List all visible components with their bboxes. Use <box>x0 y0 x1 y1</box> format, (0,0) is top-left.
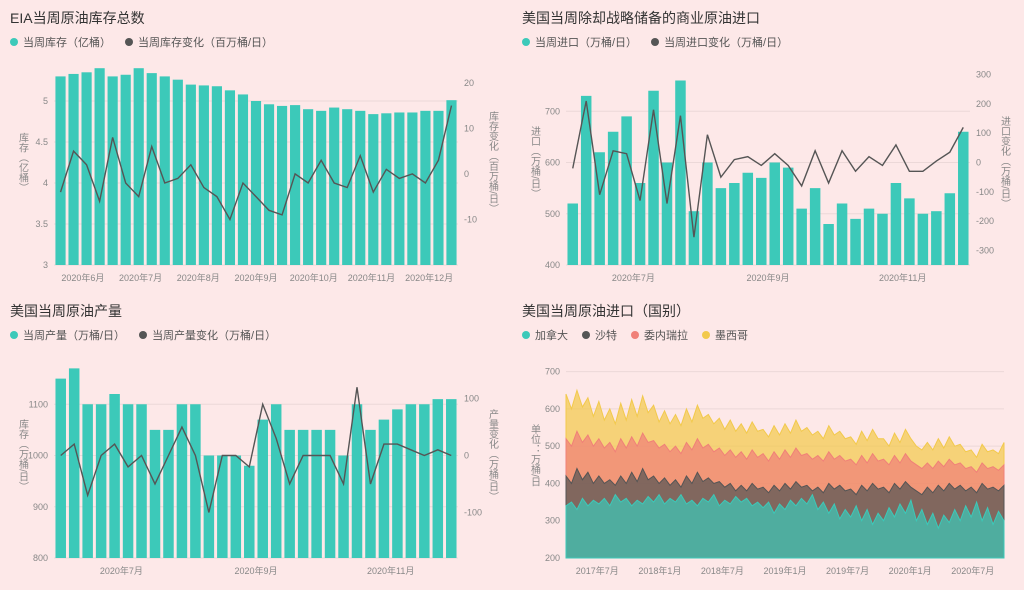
svg-text:900: 900 <box>33 502 48 512</box>
svg-text:100: 100 <box>464 394 479 404</box>
svg-text:2020年9月: 2020年9月 <box>234 565 277 576</box>
svg-text:产量变化（万桶/日）: 产量变化（万桶/日） <box>487 408 499 502</box>
legend-bar: 当周产量（万桶/日） <box>10 327 125 343</box>
svg-text:4: 4 <box>43 178 48 188</box>
svg-text:20: 20 <box>464 78 474 88</box>
svg-text:单位：万桶/日: 单位：万桶/日 <box>529 424 541 487</box>
svg-text:-300: -300 <box>976 245 994 255</box>
dot-venezuela-icon <box>631 331 639 339</box>
legend-line: 当周产量变化（万桶/日） <box>139 327 276 343</box>
legend-bar: 当周进口（万桶/日） <box>522 34 637 50</box>
svg-text:进口变化（万桶/日）: 进口变化（万桶/日） <box>999 116 1011 209</box>
svg-text:2020年11月: 2020年11月 <box>367 565 414 576</box>
svg-text:0: 0 <box>464 451 469 461</box>
svg-text:400: 400 <box>545 478 560 488</box>
legend-line: 当周库存变化（百万桶/日） <box>125 34 273 50</box>
dot-mexico-icon <box>702 331 710 339</box>
svg-text:2020年9月: 2020年9月 <box>746 272 789 283</box>
svg-text:1000: 1000 <box>28 451 48 461</box>
svg-text:库存（亿桶）: 库存（亿桶） <box>17 131 29 192</box>
chart1-plot: 3 3.5 4 4.5 5 -10 0 10 20 2020年6月 2020年7月 2020年8月 20… <box>10 52 502 289</box>
legend-bar: 当周库存（亿桶） <box>10 34 111 50</box>
svg-text:库存变化（百万桶/日）: 库存变化（百万桶/日） <box>487 110 499 214</box>
svg-text:2017年7月: 2017年7月 <box>576 565 619 576</box>
svg-text:库存（万桶/日）: 库存（万桶/日） <box>17 418 29 492</box>
svg-text:5: 5 <box>43 96 48 106</box>
chart3-title: 美国当周原油产量 <box>10 301 502 321</box>
legend-saudi: 沙特 <box>582 327 617 343</box>
svg-text:2019年7月: 2019年7月 <box>826 565 869 576</box>
chart4-plot: 200 300 400 500 600 700 2017年7月 2018年1月 2018年7月 2… <box>522 345 1014 582</box>
legend-canada: 加拿大 <box>522 327 568 343</box>
chart2-legend: 当周进口（万桶/日） 当周进口变化（万桶/日） <box>522 34 1014 50</box>
panel-eia-stock: EIA当周原油库存总数 当周库存（亿桶） 当周库存变化（百万桶/日） 3 3.5 4… <box>10 8 502 289</box>
legend-venezuela: 委内瑞拉 <box>631 327 688 343</box>
legend-line: 当周进口变化（万桶/日） <box>651 34 788 50</box>
svg-text:2020年11月: 2020年11月 <box>879 272 926 283</box>
svg-text:2020年1月: 2020年1月 <box>889 565 932 576</box>
svg-text:2020年12月: 2020年12月 <box>405 272 453 283</box>
dot-line-icon <box>651 38 659 46</box>
svg-text:600: 600 <box>545 158 560 168</box>
svg-text:300: 300 <box>545 516 560 526</box>
svg-text:800: 800 <box>33 553 48 563</box>
panel-import: 美国当周除却战略储备的商业原油进口 当周进口（万桶/日） 当周进口变化（万桶/日… <box>522 8 1014 289</box>
chart2-title: 美国当周除却战略储备的商业原油进口 <box>522 8 1014 28</box>
svg-text:500: 500 <box>545 209 560 219</box>
dot-bar-icon <box>522 38 530 46</box>
svg-text:进口（万桶/日）: 进口（万桶/日） <box>529 126 541 199</box>
chart2-plot: 400 500 600 700 -300 -200 -100 0 100 200 300 2020年7… <box>522 52 1014 289</box>
svg-text:4.5: 4.5 <box>35 137 48 147</box>
chart1-title: EIA当周原油库存总数 <box>10 8 502 28</box>
svg-text:2020年7月: 2020年7月 <box>612 272 655 283</box>
chart4-title: 美国当周原油进口（国别） <box>522 301 1014 321</box>
svg-text:2020年11月: 2020年11月 <box>348 272 395 283</box>
chart4-legend: 加拿大 沙特 委内瑞拉 墨西哥 <box>522 327 1014 343</box>
svg-text:400: 400 <box>545 260 560 270</box>
svg-text:10: 10 <box>464 123 474 133</box>
dot-line-icon <box>139 331 147 339</box>
svg-text:-200: -200 <box>976 216 994 226</box>
svg-text:2020年6月: 2020年6月 <box>61 272 104 283</box>
svg-text:0: 0 <box>464 169 469 179</box>
svg-text:700: 700 <box>545 106 560 116</box>
svg-text:300: 300 <box>976 70 991 80</box>
panel-output: 美国当周原油产量 当周产量（万桶/日） 当周产量变化（万桶/日） 800 900 1… <box>10 301 502 582</box>
svg-text:200: 200 <box>976 99 991 109</box>
svg-text:3.5: 3.5 <box>35 219 48 229</box>
svg-text:1100: 1100 <box>29 399 48 409</box>
panel-import-country: 美国当周原油进口（国别） 加拿大 沙特 委内瑞拉 墨西哥 200 300 400 50… <box>522 301 1014 582</box>
svg-text:2018年7月: 2018年7月 <box>701 565 744 576</box>
svg-text:0: 0 <box>976 158 981 168</box>
dot-saudi-icon <box>582 331 590 339</box>
chart3-legend: 当周产量（万桶/日） 当周产量变化（万桶/日） <box>10 327 502 343</box>
chart1-legend: 当周库存（亿桶） 当周库存变化（百万桶/日） <box>10 34 502 50</box>
svg-text:2020年7月: 2020年7月 <box>119 272 162 283</box>
svg-text:3: 3 <box>43 260 48 270</box>
svg-text:-100: -100 <box>464 507 482 517</box>
dot-bar-icon <box>10 331 18 339</box>
svg-text:2020年9月: 2020年9月 <box>234 272 277 283</box>
svg-text:2018年1月: 2018年1月 <box>638 565 681 576</box>
dot-line-icon <box>125 38 133 46</box>
dot-bar-icon <box>10 38 18 46</box>
chart3-plot: 800 900 1000 1100 -100 0 100 2020年7月 2020年9月 2020… <box>10 345 502 582</box>
dot-canada-icon <box>522 331 530 339</box>
svg-text:600: 600 <box>545 404 560 414</box>
svg-text:100: 100 <box>976 128 991 138</box>
legend-mexico: 墨西哥 <box>702 327 748 343</box>
svg-text:500: 500 <box>545 441 560 451</box>
svg-text:200: 200 <box>545 553 560 563</box>
svg-text:2020年7月: 2020年7月 <box>100 565 143 576</box>
svg-text:2020年8月: 2020年8月 <box>177 272 220 283</box>
svg-text:2020年10月: 2020年10月 <box>290 272 338 283</box>
svg-text:-10: -10 <box>464 214 477 224</box>
svg-text:-100: -100 <box>976 187 994 197</box>
svg-text:2019年1月: 2019年1月 <box>763 565 806 576</box>
svg-text:2020年7月: 2020年7月 <box>951 565 994 576</box>
svg-text:700: 700 <box>545 367 560 377</box>
